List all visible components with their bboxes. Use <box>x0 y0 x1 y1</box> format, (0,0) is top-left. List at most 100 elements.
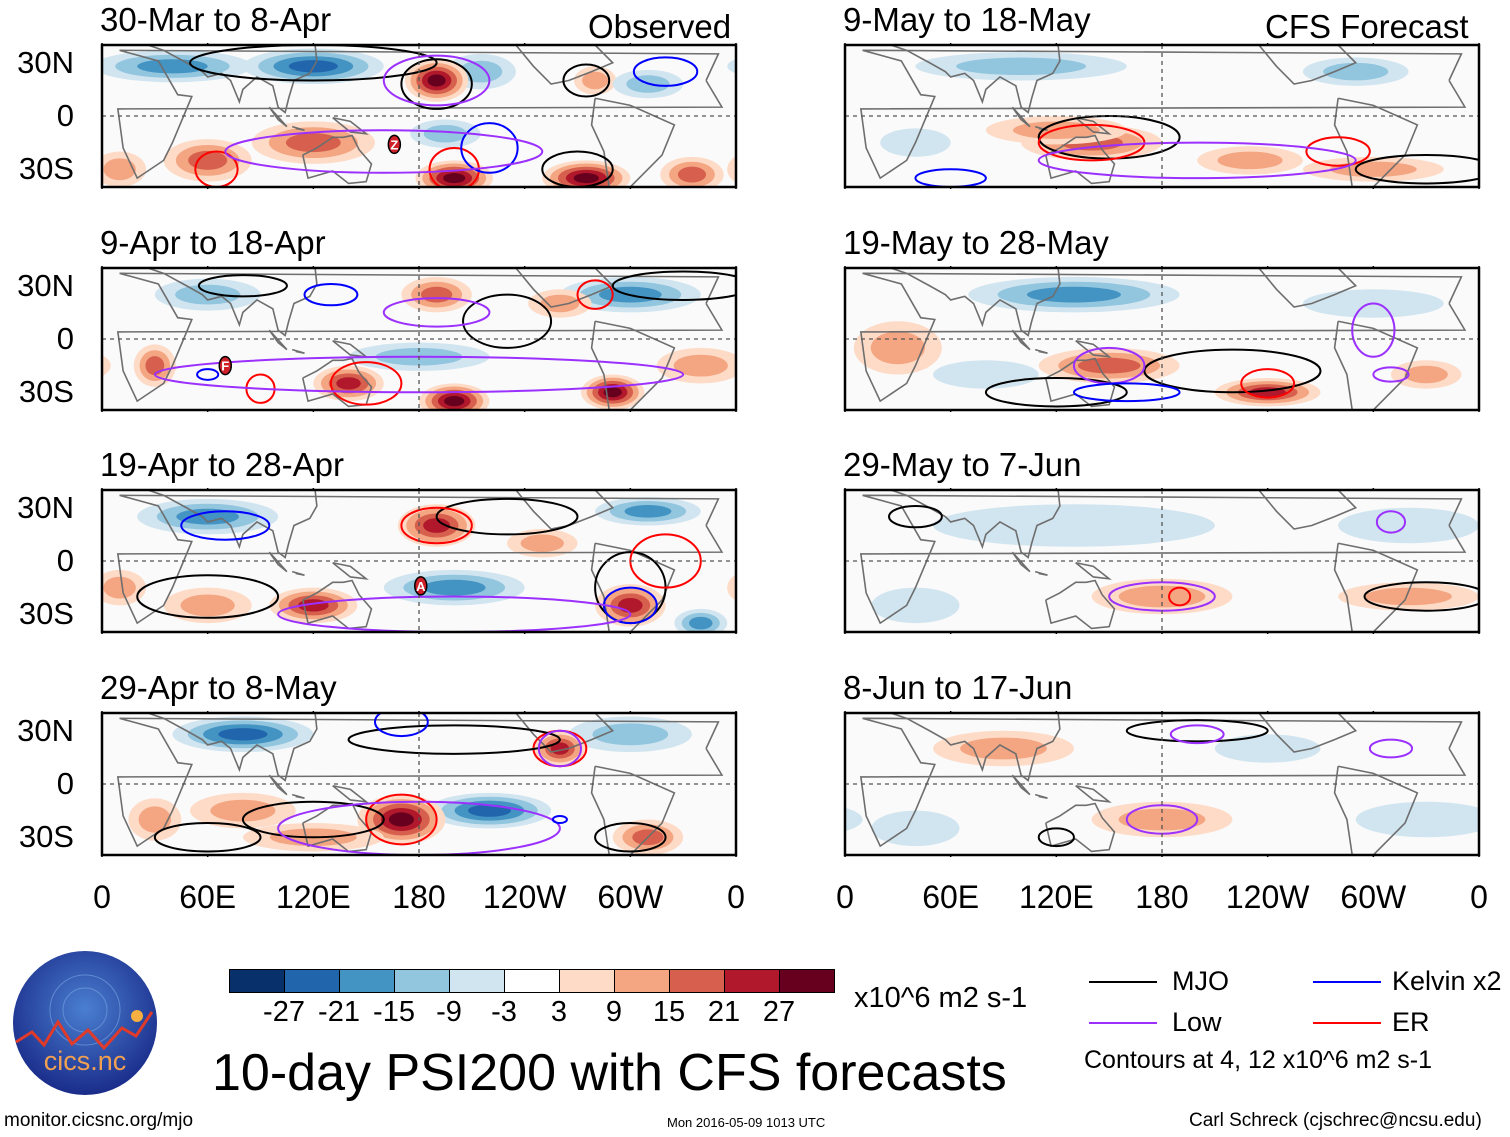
coastline <box>1034 570 1048 576</box>
colorbar-swatch <box>559 969 615 993</box>
footer-url[interactable]: monitor.cicsnc.org/mjo <box>4 1110 194 1131</box>
coastline <box>515 713 615 753</box>
mjo-contour <box>400 58 473 110</box>
lat-label: 30N <box>17 267 74 303</box>
anomaly-shade <box>845 807 863 832</box>
anomaly-shade <box>727 58 736 74</box>
colorbar-label: 21 <box>707 996 741 1028</box>
colorbar-swatch <box>449 969 505 993</box>
colorbar-label: 27 <box>762 996 796 1028</box>
colorbar-label: -27 <box>263 996 305 1028</box>
coastline <box>890 713 1061 782</box>
colorbar-label: -9 <box>436 996 462 1028</box>
anomaly-shade <box>444 396 465 407</box>
legend-mjo-label: MJO <box>1172 966 1229 996</box>
kelvin-contour <box>196 368 220 381</box>
anomaly-shade <box>420 286 453 303</box>
coastline <box>1011 551 1031 573</box>
colorbar-label: 15 <box>652 996 686 1028</box>
coastline <box>1333 542 1419 632</box>
anomaly-shade <box>423 518 451 533</box>
low-contour <box>1037 141 1357 180</box>
anomaly-shade <box>520 534 564 552</box>
anomaly-shade <box>1338 507 1479 544</box>
lon-label: 0 <box>93 879 111 915</box>
panel-title: 9-May to 18-May <box>843 1 1091 38</box>
anomaly-shade <box>624 504 672 518</box>
tropical-cyclone-marker: A <box>414 576 428 596</box>
er-contour <box>1305 136 1371 167</box>
coastline <box>1044 802 1116 853</box>
colorbar-label: 9 <box>605 996 623 1028</box>
legend-er-line <box>1313 1022 1381 1024</box>
lat-label: 0 <box>56 543 74 578</box>
colorbar-swatch <box>724 969 780 993</box>
colorbar-swatch <box>504 969 560 993</box>
coastline <box>147 268 318 337</box>
panel-title: 8-Jun to 17-Jun <box>843 669 1073 706</box>
coastline <box>1034 125 1048 131</box>
footer-timestamp: Mon 2016-05-09 1013 UTC <box>667 1115 826 1130</box>
coastline <box>1258 490 1358 530</box>
legend-kelvin-line <box>1313 981 1381 983</box>
map-panel-observed-1: Z <box>100 43 738 189</box>
coastline <box>301 579 373 630</box>
low-contour <box>382 54 491 107</box>
coastline <box>332 116 369 135</box>
coastline <box>590 320 676 410</box>
anomaly-shade <box>102 354 111 377</box>
anomaly-shade <box>138 806 172 833</box>
panel-title: 19-Apr to 28-Apr <box>100 446 344 483</box>
lon-label: 60W <box>597 879 664 915</box>
coastline <box>1011 106 1031 128</box>
coastline <box>1333 97 1419 187</box>
lon-label: 120E <box>275 879 351 915</box>
anomaly-shade <box>871 810 960 847</box>
lat-label: 0 <box>56 321 74 356</box>
coastline <box>1034 793 1048 799</box>
kelvin-contour <box>180 510 271 541</box>
anomaly-shade <box>1217 151 1283 170</box>
anomaly-shade <box>1077 357 1141 374</box>
anomaly-shade <box>145 356 165 376</box>
low-contour <box>1351 302 1396 358</box>
colorbar-label: -3 <box>491 996 517 1028</box>
map-panel-forecast-4 <box>843 711 1481 857</box>
map-panel-forecast-2 <box>843 266 1481 412</box>
kelvin-contour <box>914 168 987 187</box>
er-contour <box>400 506 473 545</box>
coastline <box>890 45 1061 114</box>
coastline <box>859 717 1467 848</box>
coastline <box>268 774 288 796</box>
coastline <box>1333 765 1419 855</box>
anomaly-shade <box>1214 734 1321 763</box>
coastline <box>268 106 288 128</box>
anomaly-shade <box>427 74 446 87</box>
coastline <box>268 329 288 351</box>
anomaly-shade <box>933 504 1215 547</box>
anomaly-shade <box>677 166 707 183</box>
coastline <box>1011 329 1031 351</box>
coastline <box>1044 357 1116 408</box>
mjo-contour <box>1037 827 1075 848</box>
mjo-contour <box>888 504 943 529</box>
low-contour <box>1169 724 1225 745</box>
coastline <box>147 713 318 782</box>
coastline <box>1258 713 1358 753</box>
lon-label: 120W <box>482 879 567 915</box>
colorbar-swatch <box>339 969 395 993</box>
low-contour <box>1375 510 1407 534</box>
anomaly-shade <box>956 57 1087 76</box>
anomaly-shade <box>933 360 1039 389</box>
anomaly-shade <box>1355 801 1479 838</box>
anomaly-shade <box>285 133 341 153</box>
low-contour <box>1372 366 1410 383</box>
coastline <box>590 97 676 187</box>
anomaly-shade <box>443 173 466 184</box>
legend-low-line <box>1089 1022 1157 1024</box>
colorbar-swatch <box>779 969 835 993</box>
lon-label: 0 <box>836 879 854 915</box>
lon-label: 180 <box>1135 879 1189 915</box>
anomaly-shade <box>218 728 268 741</box>
lon-label: 60E <box>922 879 980 915</box>
